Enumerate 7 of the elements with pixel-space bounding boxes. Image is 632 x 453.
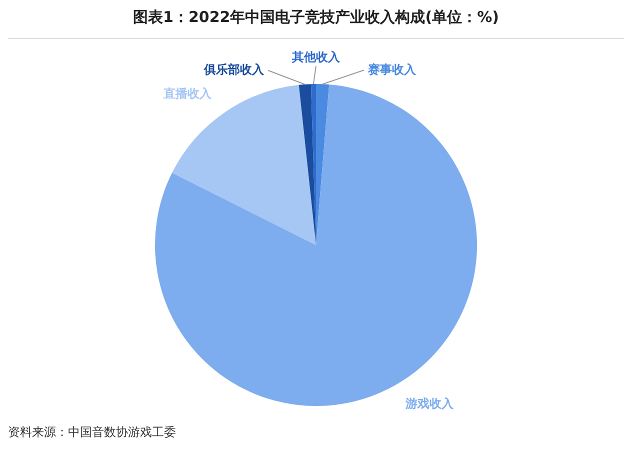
slice-label: 游戏收入 — [404, 396, 455, 411]
slice-label: 其他收入 — [291, 50, 341, 64]
chart-title: 图表1：2022年中国电子竞技产业收入构成(单位：%) — [132, 8, 500, 27]
slice-label: 赛事收入 — [367, 62, 417, 76]
text: 资料来源：中国音数协游戏工委 — [8, 424, 176, 441]
slice-label: 直播收入 — [162, 86, 213, 101]
slice-label: 俱乐部收入 — [203, 62, 265, 77]
